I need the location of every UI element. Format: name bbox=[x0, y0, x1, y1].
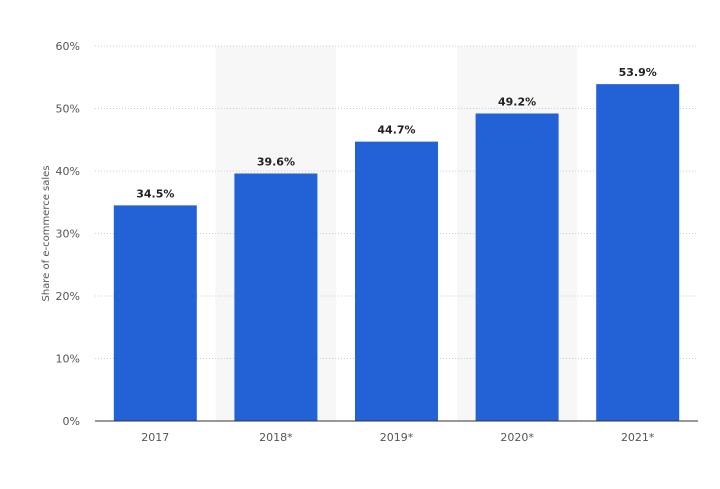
data-label: 44.7% bbox=[377, 124, 415, 137]
data-label: 53.9% bbox=[619, 66, 657, 79]
x-tick-label: 2020* bbox=[500, 431, 534, 444]
y-tick-label: 60% bbox=[56, 40, 80, 53]
data-label: 34.5% bbox=[136, 187, 174, 200]
bar bbox=[234, 173, 318, 421]
bar bbox=[355, 141, 438, 421]
x-tick-label: 2017 bbox=[141, 431, 169, 444]
x-axis-ticks: 2017 2018* 2019* 2020* 2021* bbox=[141, 431, 655, 444]
y-axis-ticks: 0% 10% 20% 30% 40% 50% 60% bbox=[56, 40, 80, 428]
data-label: 39.6% bbox=[257, 156, 295, 169]
x-tick-label: 2018* bbox=[259, 431, 293, 444]
bar bbox=[596, 84, 680, 421]
x-tick-label: 2019* bbox=[380, 431, 414, 444]
bar bbox=[475, 113, 559, 421]
data-label: 49.2% bbox=[498, 96, 536, 109]
y-tick-label: 40% bbox=[56, 165, 80, 178]
y-tick-label: 50% bbox=[56, 103, 80, 116]
y-tick-label: 20% bbox=[56, 290, 80, 303]
y-tick-label: 30% bbox=[56, 228, 80, 241]
bar bbox=[113, 205, 197, 421]
y-tick-label: 0% bbox=[63, 415, 80, 428]
y-tick-label: 10% bbox=[56, 353, 80, 366]
x-tick-label: 2021* bbox=[621, 431, 655, 444]
data-labels: 34.5% 39.6% 44.7% 49.2% 53.9% bbox=[136, 66, 657, 200]
bars bbox=[113, 84, 680, 421]
y-axis-title: Share of e-commerce sales bbox=[41, 165, 52, 301]
